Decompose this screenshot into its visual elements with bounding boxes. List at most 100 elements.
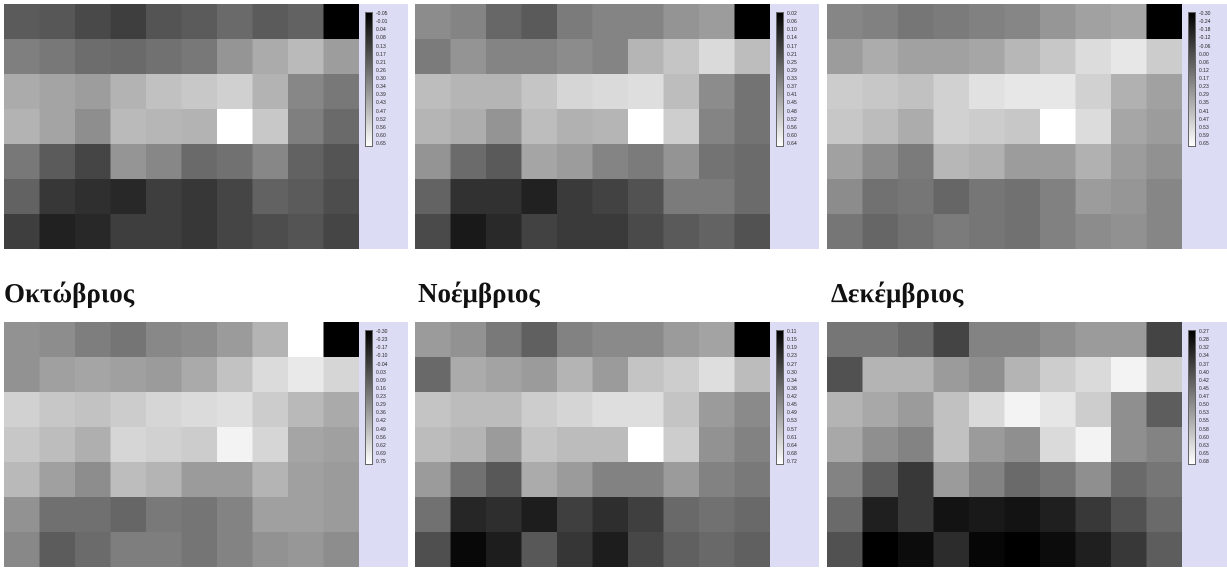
legend-tick-label: 0.34 [376, 84, 386, 91]
legend-tick-label: 0.62 [376, 442, 386, 449]
legend-tick-label: 0.14 [787, 35, 797, 42]
legend-tick-label: 0.00 [1199, 51, 1209, 58]
heatmap-cell [827, 497, 864, 533]
heatmap-cell [415, 39, 452, 75]
heatmap-cell [592, 214, 629, 249]
legend-tick-label: 0.23 [1199, 84, 1209, 91]
legend-tick-label: -0.04 [376, 361, 388, 368]
legend-tick-label: 0.45 [1199, 385, 1209, 392]
heatmap-cell [628, 39, 665, 75]
heatmap-cell [217, 4, 254, 40]
heatmap-cell [521, 74, 558, 110]
legend-tick-label: 0.42 [376, 418, 386, 425]
legend-tick-label: -0.12 [1199, 35, 1211, 42]
heatmap-cell [1040, 322, 1077, 358]
heatmap-cell [1004, 74, 1041, 110]
heatmap-cell [415, 392, 452, 428]
legend-tick-label: 0.65 [1199, 141, 1209, 147]
legend-tick-label: 0.63 [1199, 442, 1209, 449]
heatmap-cell [4, 4, 41, 40]
heatmap-cell [898, 39, 935, 75]
heatmap-cell [862, 392, 899, 428]
heatmap-cell [1146, 214, 1182, 249]
heatmap-cell [521, 179, 558, 215]
legend-tick-label: 0.37 [1199, 361, 1209, 368]
heatmap-cell [252, 144, 289, 180]
heatmap-cell [969, 392, 1006, 428]
legend-tick-label: 0.68 [1199, 459, 1209, 465]
heatmap-cell [217, 74, 254, 110]
heatmap-cell [1040, 357, 1077, 393]
heatmap-cell [486, 4, 523, 40]
heatmap-cell [1111, 4, 1148, 40]
heatmap-cell [4, 532, 41, 567]
heatmap-cell [521, 109, 558, 145]
heatmap-cell [146, 4, 183, 40]
heatmap-cell [450, 39, 487, 75]
legend-tick-label: 0.57 [787, 426, 797, 433]
heatmap-cell [827, 144, 864, 180]
heatmap-cell [217, 392, 254, 428]
heatmap-panel-december: 0.27 0.28 0.32 0.34 0.37 0.40 0.42 0.45 0.47 0.50… [827, 322, 1227, 567]
legend-tick-label: 0.49 [376, 426, 386, 433]
heatmap-cell [415, 322, 452, 358]
legend-tick-label: 0.30 [787, 369, 797, 376]
heatmap-cell [521, 39, 558, 75]
legend-tick-label: 0.23 [787, 353, 797, 360]
heatmap-cell [288, 427, 325, 463]
heatmap-cell [628, 532, 665, 567]
heatmap-cell [181, 322, 218, 358]
heatmap-cell [734, 74, 770, 110]
legend-tick-label: -0.23 [376, 337, 388, 344]
heatmap-cell [181, 427, 218, 463]
heatmap-cell [557, 109, 594, 145]
legend-tick-label: 0.53 [1199, 410, 1209, 417]
heatmap-cell [628, 144, 665, 180]
heatmap-cell [1146, 4, 1182, 40]
heatmap-panel-2: 0.02 0.06 0.10 0.14 0.17 0.21 0.25 0.29 0.33 0.37… [415, 4, 819, 249]
legend-tick-label: 0.29 [787, 67, 797, 74]
heatmap-cell [288, 392, 325, 428]
heatmap-cell [1040, 179, 1077, 215]
legend-tick-label: 0.36 [376, 410, 386, 417]
heatmap-grid-november [415, 322, 770, 567]
heatmap-cell [110, 74, 147, 110]
legend-tick-label: 0.29 [1199, 92, 1209, 99]
heatmap-cell [39, 497, 76, 533]
heatmap-cell [252, 39, 289, 75]
heatmap-cell [699, 392, 736, 428]
heatmap-cell [415, 74, 452, 110]
heatmap-cell [110, 392, 147, 428]
heatmap-cell [450, 392, 487, 428]
color-legend-labels-december: 0.27 0.28 0.32 0.34 0.37 0.40 0.42 0.45 0.47 0.50… [1199, 330, 1209, 465]
heatmap-cell [557, 39, 594, 75]
legend-tick-label: 0.33 [787, 76, 797, 82]
heatmap-cell [323, 357, 359, 393]
legend-tick-label: 0.39 [376, 92, 386, 99]
heatmap-cell [1075, 109, 1112, 145]
heatmap-cell [4, 214, 41, 249]
heatmap-cell [521, 497, 558, 533]
heatmap-cell [969, 427, 1006, 463]
heatmap-cell [415, 532, 452, 567]
heatmap-cell [933, 144, 970, 180]
heatmap-cell [1111, 179, 1148, 215]
heatmap-cell [1004, 322, 1041, 358]
heatmap-cell [521, 427, 558, 463]
heatmap-cell [252, 392, 289, 428]
heatmap-cell [1146, 109, 1182, 145]
heatmap-cell [521, 322, 558, 358]
legend-tick-label: -0.24 [1199, 19, 1211, 26]
legend-tick-label: 0.58 [1199, 426, 1209, 433]
heatmap-cell [486, 179, 523, 215]
heatmap-cell [1146, 357, 1182, 393]
legend-tick-label: 0.50 [1199, 402, 1209, 409]
heatmap-cell [146, 532, 183, 567]
heatmap-cell [1146, 322, 1182, 358]
heatmap-cell [323, 392, 359, 428]
heatmap-cell [592, 144, 629, 180]
heatmap-cell [969, 144, 1006, 180]
heatmap-cell [486, 39, 523, 75]
heatmap-cell [486, 74, 523, 110]
heatmap-cell [628, 322, 665, 358]
